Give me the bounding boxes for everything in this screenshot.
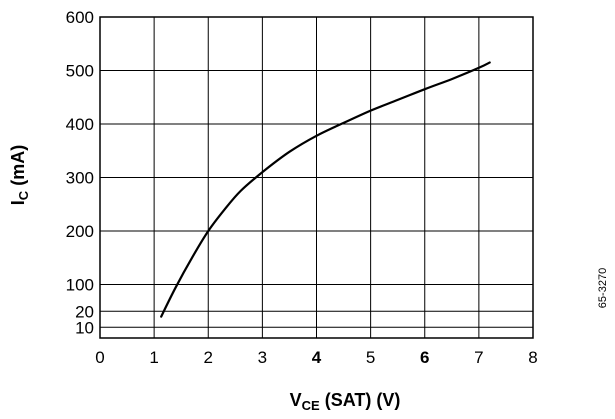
y-axis-title-sub: C [16,190,31,200]
x-axis-title-sub: CE [302,398,320,413]
y-tick-label: 300 [66,169,94,188]
y-axis-title-main: I [8,200,28,205]
x-axis-title-rest: (SAT) (V) [320,390,401,410]
x-tick-label: 3 [258,348,267,367]
y-tick-label: 200 [66,222,94,241]
y-tick-label: 400 [66,115,94,134]
x-tick-label: 5 [366,348,375,367]
x-tick-label: 1 [149,348,158,367]
y-axis-title-rest: (mA) [8,145,28,191]
x-axis-title: VCE (SAT) (V) [290,390,401,413]
x-tick-label: 2 [204,348,213,367]
y-tick-label: 500 [66,62,94,81]
x-tick-label: 0 [95,348,104,367]
y-tick-label: 600 [66,8,94,27]
data-series-line [160,61,491,318]
x-tick-label: 6 [420,348,429,367]
x-axis-title-main: V [290,390,302,410]
plot-frame [99,16,534,339]
x-tick-label: 7 [474,348,483,367]
y-tick-label: 100 [66,276,94,295]
figure-code: 65-3270 [597,268,609,308]
y-tick-label: 10 [75,318,94,337]
x-tick-label: 4 [312,348,322,367]
x-tick-label: 8 [528,348,537,367]
y-tick-label: 20 [75,302,94,321]
y-axis-title: IC (mA) [8,145,31,205]
grid [100,17,533,338]
